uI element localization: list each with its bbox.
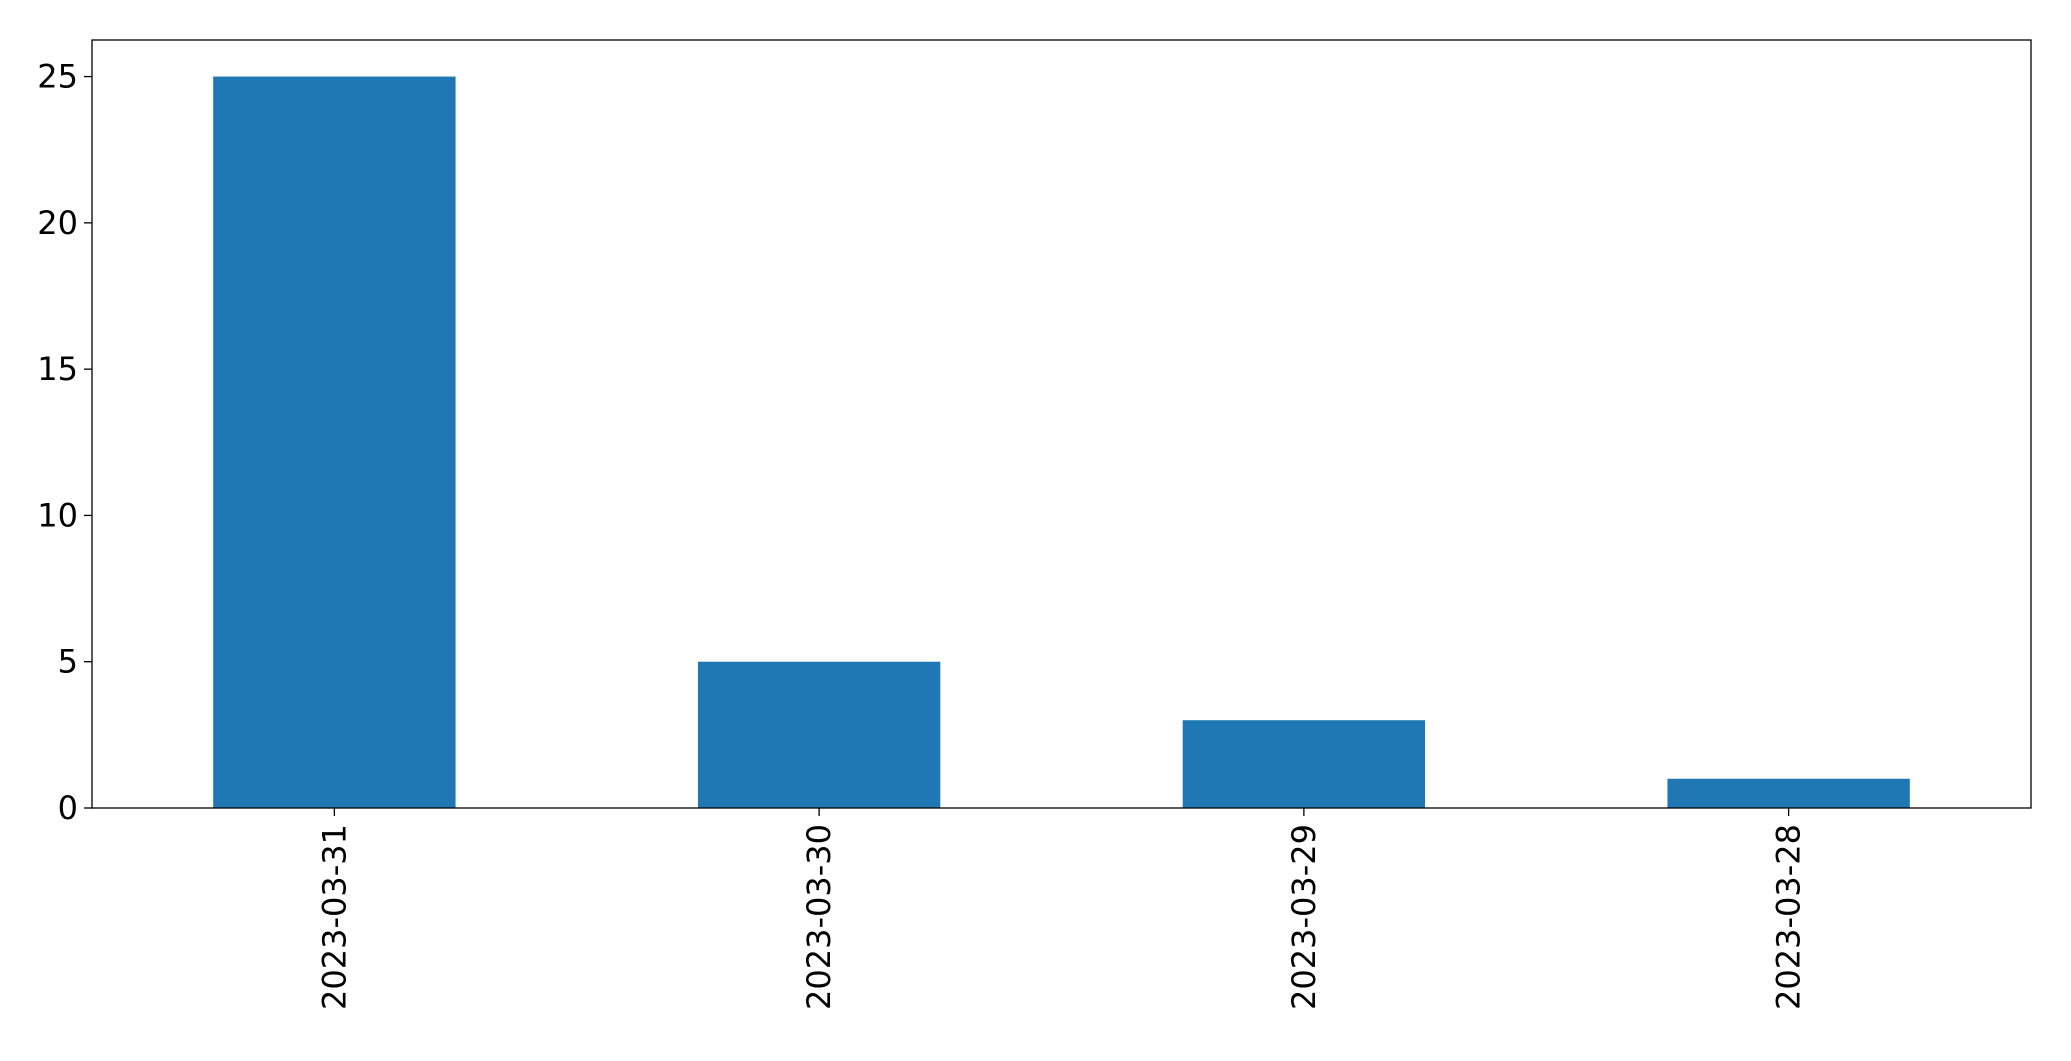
bar bbox=[213, 76, 456, 809]
plot-frame bbox=[91, 39, 2032, 809]
y-tick-label: 25 bbox=[37, 58, 78, 96]
x-tick-label: 2023-03-29 bbox=[1285, 824, 1323, 1010]
bar bbox=[1182, 720, 1426, 808]
y-tick-label: 15 bbox=[37, 350, 78, 388]
x-tick-label: 2023-03-30 bbox=[800, 824, 838, 1010]
y-tick-label: 5 bbox=[58, 643, 78, 681]
y-tick-label: 10 bbox=[37, 496, 78, 534]
x-tick-label: 2023-03-28 bbox=[1770, 824, 1808, 1010]
y-tick-label: 0 bbox=[58, 789, 78, 827]
x-tick-label: 2023-03-31 bbox=[315, 824, 353, 1010]
bar bbox=[697, 661, 941, 808]
y-tick-label: 20 bbox=[37, 204, 78, 242]
bar bbox=[1667, 778, 1910, 808]
